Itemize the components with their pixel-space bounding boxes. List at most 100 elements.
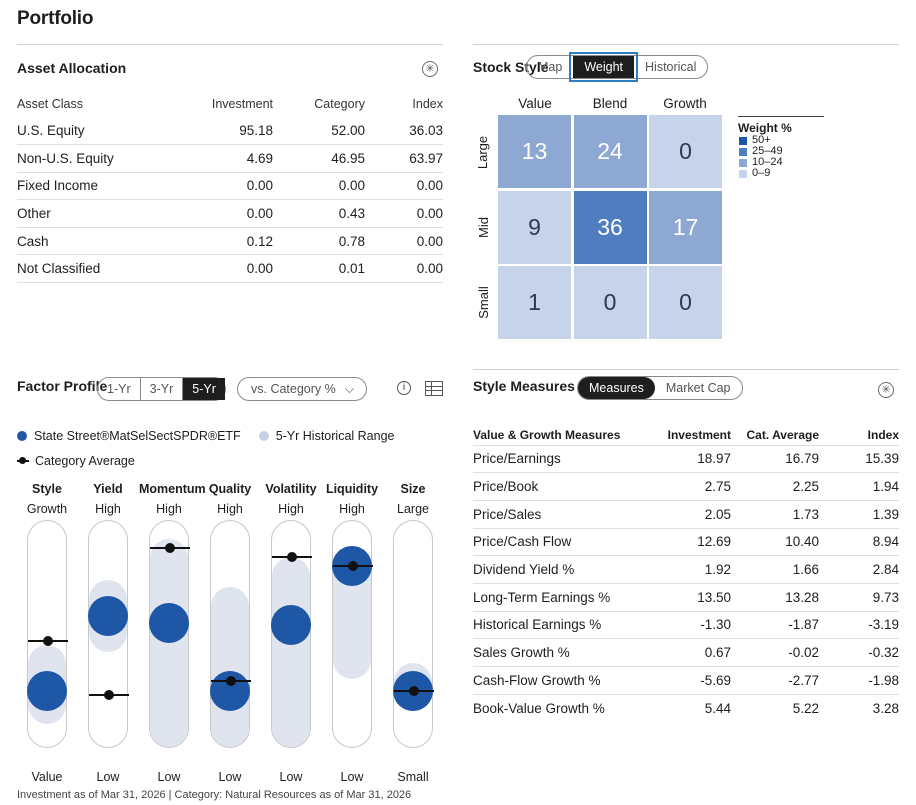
column-header: Investment bbox=[211, 97, 273, 111]
cell-value: 1.39 bbox=[819, 499, 899, 529]
stock-style-tabs: Map Weight Historical bbox=[526, 52, 709, 82]
factor-high-label: High bbox=[95, 502, 121, 516]
legend-fund: State Street®MatSelSectSPDR®ETF 5-Yr His… bbox=[17, 429, 394, 443]
cell-value: -5.69 bbox=[651, 666, 731, 695]
cell-value: 5.44 bbox=[651, 693, 731, 722]
cell-value: 4.69 bbox=[177, 144, 273, 173]
asset-allocation-settings-icon[interactable]: ✳ bbox=[422, 61, 438, 77]
factor-track bbox=[332, 520, 373, 748]
factor-column-liquidity: Liquidity High Low bbox=[322, 482, 382, 784]
factor-high-label: High bbox=[156, 502, 182, 516]
factor-name: Volatility bbox=[265, 482, 317, 496]
legend-swatch bbox=[739, 169, 747, 178]
style-row-large: Large bbox=[475, 135, 491, 169]
legend-label: 10–24 bbox=[752, 156, 783, 168]
table-view-icon[interactable] bbox=[425, 381, 443, 396]
historical-range-bar bbox=[150, 539, 188, 747]
table-row: Other 0.00 0.43 0.00 bbox=[17, 199, 443, 228]
cell-value: 0.00 bbox=[273, 172, 365, 201]
tab-1-yr[interactable]: 1-Yr bbox=[98, 378, 141, 400]
factor-track bbox=[210, 520, 251, 748]
style-measures-settings-icon[interactable]: ✳ bbox=[878, 382, 894, 398]
asset-allocation-table: Asset Class Investment Category Index U.… bbox=[17, 91, 443, 284]
tab-5-yr[interactable]: 5-Yr bbox=[183, 378, 225, 400]
cell-value: 36.03 bbox=[365, 117, 443, 146]
style-cell-small-value: 1 bbox=[498, 266, 571, 339]
row-label: Cash bbox=[17, 227, 177, 256]
cell-value: 0.67 bbox=[651, 638, 731, 667]
style-cell-large-blend: 24 bbox=[573, 115, 647, 188]
style-cell-large-growth: 0 bbox=[649, 115, 722, 188]
category-average-marker bbox=[89, 690, 129, 701]
style-cell-mid-blend: 36 bbox=[573, 190, 647, 264]
cell-value: -0.02 bbox=[731, 638, 819, 667]
cell-value: 2.75 bbox=[651, 472, 731, 501]
cell-value: 1.66 bbox=[731, 555, 819, 584]
range-dot-icon bbox=[258, 431, 269, 441]
factor-column-style: Style Growth Value bbox=[17, 482, 77, 784]
row-label: Not Classified bbox=[17, 254, 177, 284]
legend-item: 0–9 bbox=[738, 168, 824, 179]
cell-value: 0.43 bbox=[273, 199, 365, 228]
cell-value: 5.22 bbox=[731, 693, 819, 722]
factor-profile-title: Factor Profile bbox=[17, 378, 108, 394]
row-label: Sales Growth % bbox=[473, 638, 651, 667]
cell-value: 2.05 bbox=[651, 499, 731, 529]
fund-dot-icon bbox=[17, 431, 27, 441]
style-measures-title: Style Measures bbox=[473, 378, 575, 394]
cell-value: 0.01 bbox=[273, 254, 365, 284]
tab-historical[interactable]: Historical bbox=[645, 60, 697, 74]
row-label: Price/Sales bbox=[473, 499, 651, 529]
style-cell-small-growth: 0 bbox=[649, 266, 722, 339]
cell-value: -0.32 bbox=[819, 638, 899, 667]
cell-value: 2.25 bbox=[731, 472, 819, 501]
compare-dropdown[interactable]: vs. Category % ⌵ bbox=[237, 377, 368, 401]
column-header: Category bbox=[314, 97, 365, 111]
cell-value: 0.00 bbox=[177, 172, 273, 201]
factor-track bbox=[271, 520, 312, 748]
table-row: Historical Earnings % -1.30 -1.87 -3.19 bbox=[473, 610, 899, 639]
fund-marker bbox=[149, 602, 189, 643]
table-row: Price/Earnings 18.97 16.79 15.39 bbox=[473, 444, 899, 473]
page-title: Portfolio bbox=[17, 8, 94, 29]
tab-market-cap[interactable]: Market Cap bbox=[665, 381, 731, 395]
tab-weight[interactable]: Weight bbox=[569, 52, 638, 82]
row-label: Historical Earnings % bbox=[473, 610, 651, 639]
info-icon[interactable]: i bbox=[397, 381, 411, 395]
factor-low-label: Value bbox=[31, 770, 63, 784]
row-label: Price/Cash Flow bbox=[473, 527, 651, 556]
factor-name: Size bbox=[400, 482, 426, 496]
historical-range-bar bbox=[272, 557, 310, 747]
column-header: Value & Growth Measures bbox=[473, 427, 621, 442]
cell-value: 52.00 bbox=[273, 117, 365, 146]
legend-swatch bbox=[739, 136, 747, 145]
cell-value: 2.84 bbox=[819, 555, 899, 584]
cell-value: 12.69 bbox=[651, 527, 731, 556]
cell-value: 0.00 bbox=[365, 227, 443, 256]
cell-value: 1.92 bbox=[651, 555, 731, 584]
style-col-value: Value bbox=[518, 96, 552, 111]
table-row: Price/Book 2.75 2.25 1.94 bbox=[473, 472, 899, 501]
cell-value: -2.77 bbox=[731, 666, 819, 695]
factor-low-label: Low bbox=[340, 770, 364, 784]
style-row-mid: Mid bbox=[475, 216, 491, 238]
table-row: Cash 0.12 0.78 0.00 bbox=[17, 227, 443, 256]
cell-value: -1.87 bbox=[731, 610, 819, 639]
category-average-marker bbox=[272, 552, 312, 563]
cell-value: 3.28 bbox=[819, 693, 899, 722]
tab-3-yr[interactable]: 3-Yr bbox=[141, 378, 184, 400]
table-row: Not Classified 0.00 0.01 0.00 bbox=[17, 254, 443, 284]
table-row: Long-Term Earnings % 13.50 13.28 9.73 bbox=[473, 582, 899, 612]
cell-value: 18.97 bbox=[651, 444, 731, 473]
style-cell-mid-growth: 17 bbox=[649, 190, 722, 264]
factor-track bbox=[27, 520, 68, 748]
tab-measures[interactable]: Measures bbox=[578, 377, 655, 399]
tab-map[interactable]: Map bbox=[538, 60, 563, 74]
factor-low-label: Low bbox=[218, 770, 242, 784]
style-col-blend: Blend bbox=[592, 96, 628, 111]
period-tabs: 1-Yr 3-Yr 5-Yr bbox=[97, 377, 226, 401]
weight-legend: Weight % 50+ 25–49 10–24 0–9 bbox=[738, 116, 824, 179]
row-label: U.S. Equity bbox=[17, 117, 177, 146]
cell-value: 0.00 bbox=[365, 199, 443, 228]
legend-category-label: Category Average bbox=[35, 454, 135, 468]
